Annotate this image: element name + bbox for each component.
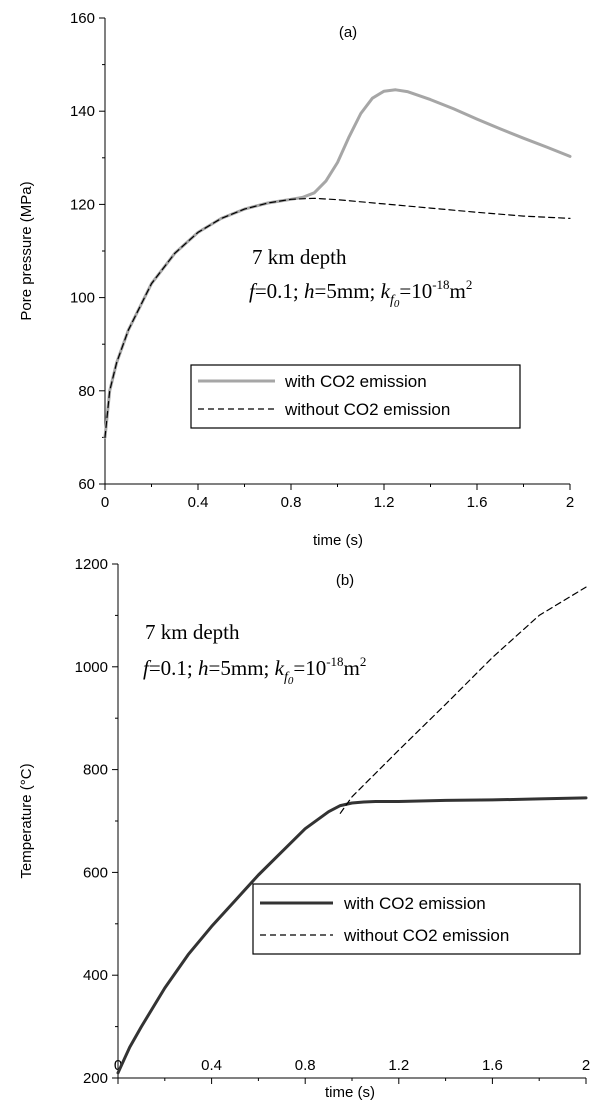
- y-tick-label-a: 80: [78, 383, 95, 400]
- x-tick-label-a: 0.8: [281, 494, 302, 511]
- annotation-params-b: f=0.1; h=5mm; kf0=10-18m2: [143, 654, 366, 687]
- axes-b: 0 0.4 0.8 1.2 1.6 2 200 400 600 800 1000 1200: [75, 556, 591, 1087]
- y-axis-label-b: Temperature (°C): [18, 763, 35, 878]
- y-tick-label-a: 120: [70, 196, 95, 213]
- x-tick-label-b: 0.4: [201, 1057, 222, 1074]
- y-tick-label-a: 160: [70, 10, 95, 27]
- x-tick-label-b: 0: [114, 1057, 122, 1074]
- y-tick-label-b: 800: [83, 762, 108, 779]
- y-tick-label-a: 60: [78, 476, 95, 493]
- x-tick-label-a: 2: [566, 494, 574, 511]
- x-axis-label-b: time (s): [325, 1084, 375, 1101]
- legend-label-with-co2-b: with CO2 emission: [343, 894, 486, 913]
- x-tick-label-b: 2: [582, 1057, 590, 1074]
- plot-area-b: [118, 564, 586, 1078]
- y-tick-label-a: 140: [70, 103, 95, 120]
- x-tick-label-a: 1.2: [374, 494, 395, 511]
- axes-a: 0 0.4 0.8 1.2 1.6 2 60 80 100 120 140 160: [70, 10, 574, 511]
- x-tick-label-b: 1.2: [388, 1057, 409, 1074]
- x-axis-label-a: time (s): [313, 532, 363, 549]
- panel-label-a: (a): [339, 24, 357, 41]
- y-tick-label-b: 600: [83, 864, 108, 881]
- x-tick-label-b: 1.6: [482, 1057, 503, 1074]
- legend-box-a: [190, 364, 521, 429]
- annotation-params-a: f=0.1; h=5mm; kf0=10-18m2: [249, 277, 472, 310]
- series-a: [103, 88, 572, 439]
- chart-a: 0 0.4 0.8 1.2 1.6 2 60 80 100 120 140 160 (a) time …: [18, 10, 574, 549]
- y-tick-label-b: 400: [83, 967, 108, 984]
- x-tick-label-a: 0: [101, 494, 109, 511]
- legend-box-b: [252, 883, 581, 955]
- series-without-co2-line-b: [339, 586, 587, 814]
- y-axis-label-a: Pore pressure (MPa): [18, 181, 35, 320]
- legend-label-with-co2-a: with CO2 emission: [284, 372, 427, 391]
- chart-b: 0 0.4 0.8 1.2 1.6 2 200 400 600 800 1000 1200 (b) t…: [18, 556, 590, 1101]
- annotation-depth-b: 7 km depth: [145, 620, 240, 644]
- legend-label-without-co2-b: without CO2 emission: [343, 926, 509, 945]
- x-tick-label-b: 0.8: [295, 1057, 316, 1074]
- panel-label-b: (b): [336, 572, 354, 589]
- legend-a: with CO2 emission without CO2 emission: [190, 364, 521, 429]
- y-tick-label-b: 200: [83, 1070, 108, 1087]
- legend-b: with CO2 emission without CO2 emission: [252, 883, 581, 955]
- annotation-depth-a: 7 km depth: [252, 245, 347, 269]
- y-tick-label-b: 1200: [75, 556, 108, 573]
- series-with-co2-line-b: [116, 796, 588, 1075]
- x-tick-label-a: 1.6: [467, 494, 488, 511]
- series-b: [116, 586, 588, 1075]
- y-tick-label-b: 1000: [75, 659, 108, 676]
- series-without-co2-line-a: [104, 197, 571, 438]
- legend-label-without-co2-a: without CO2 emission: [284, 400, 450, 419]
- y-tick-label-a: 100: [70, 290, 95, 307]
- x-tick-label-a: 0.4: [188, 494, 209, 511]
